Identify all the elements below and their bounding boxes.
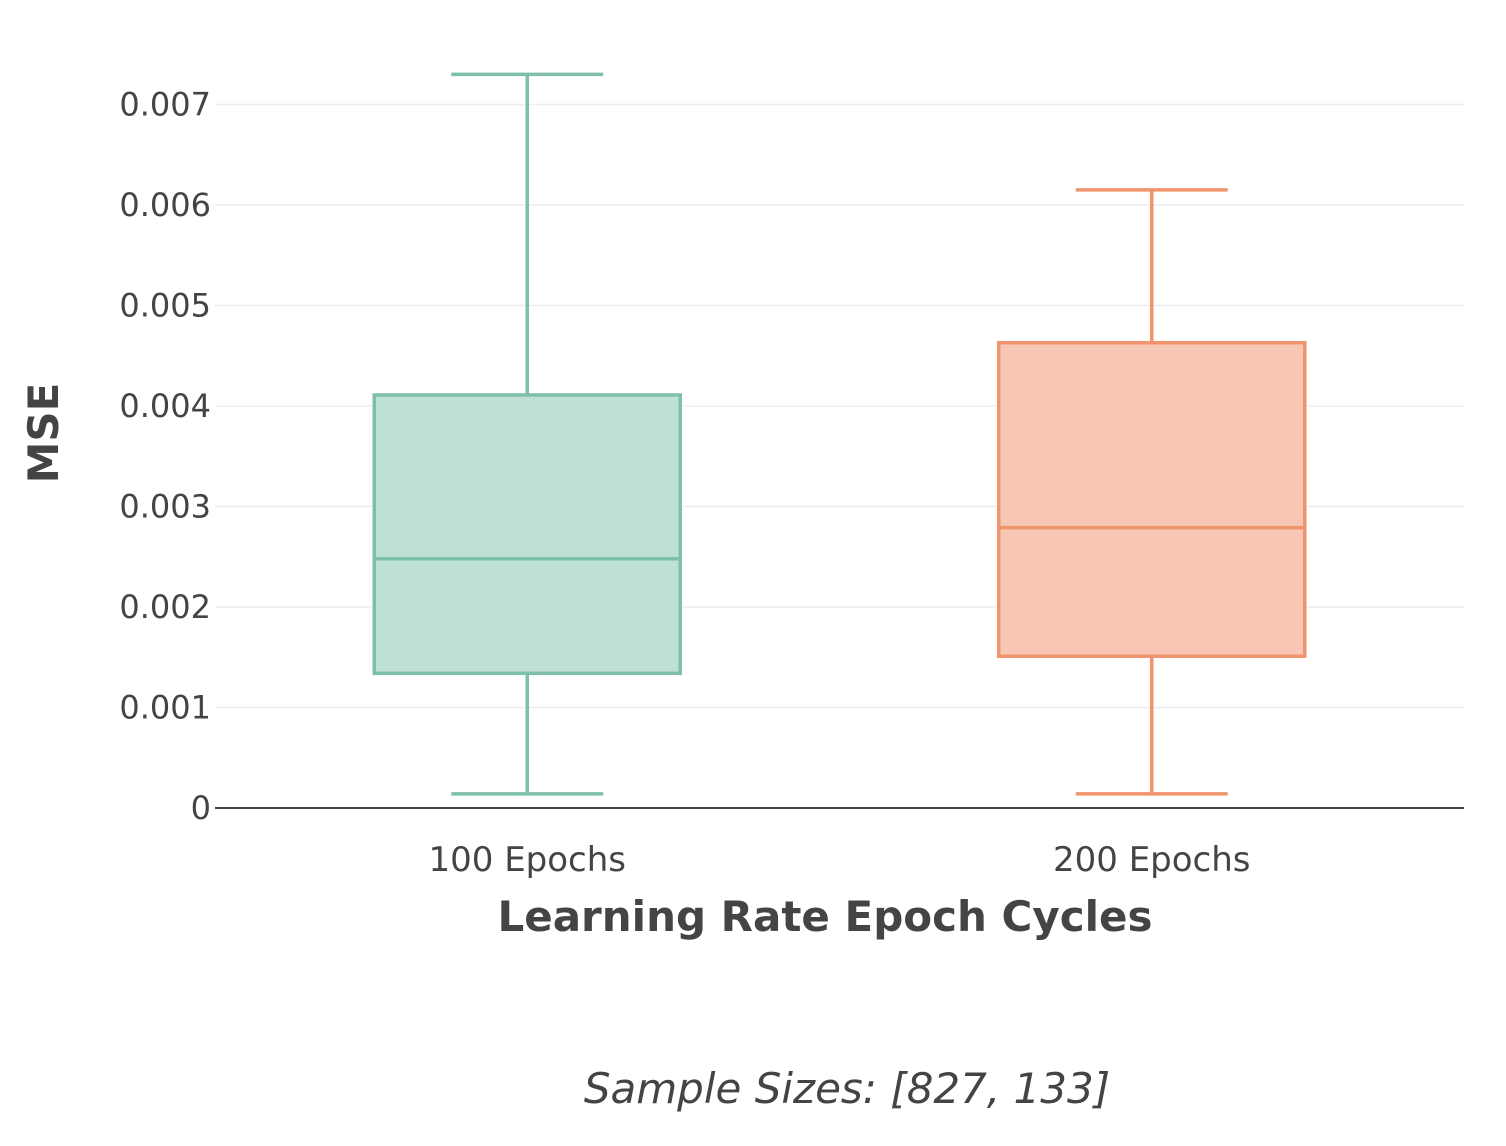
y-tick-label: 0.004: [119, 387, 211, 425]
y-axis-ticks: 0 0.001 0.002 0.003 0.004 0.005 0.006 0.007: [119, 86, 211, 828]
y-tick-label: 0: [191, 789, 211, 827]
y-tick-label: 0.007: [119, 86, 211, 124]
box-group: [372, 72, 682, 796]
y-tick-label: 0.005: [119, 287, 211, 325]
x-axis-categories: 100 Epochs 200 Epochs: [428, 840, 1250, 880]
boxes: [372, 72, 1307, 796]
box-group: [997, 188, 1307, 796]
y-tick-label: 0.002: [119, 588, 211, 626]
x-axis-title: Learning Rate Epoch Cycles: [497, 892, 1152, 941]
y-tick-label: 0.006: [119, 186, 211, 224]
y-tick-label: 0.003: [119, 488, 211, 526]
iqr-box: [997, 340, 1307, 658]
x-category-label: 200 Epochs: [1053, 840, 1251, 880]
y-axis-title: MSE: [19, 383, 68, 484]
sample-size-annotation: Sample Sizes: [827, 133]: [584, 1064, 1110, 1113]
iqr-box: [372, 393, 682, 676]
y-tick-label: 0.001: [119, 689, 211, 727]
x-category-label: 100 Epochs: [428, 840, 626, 880]
